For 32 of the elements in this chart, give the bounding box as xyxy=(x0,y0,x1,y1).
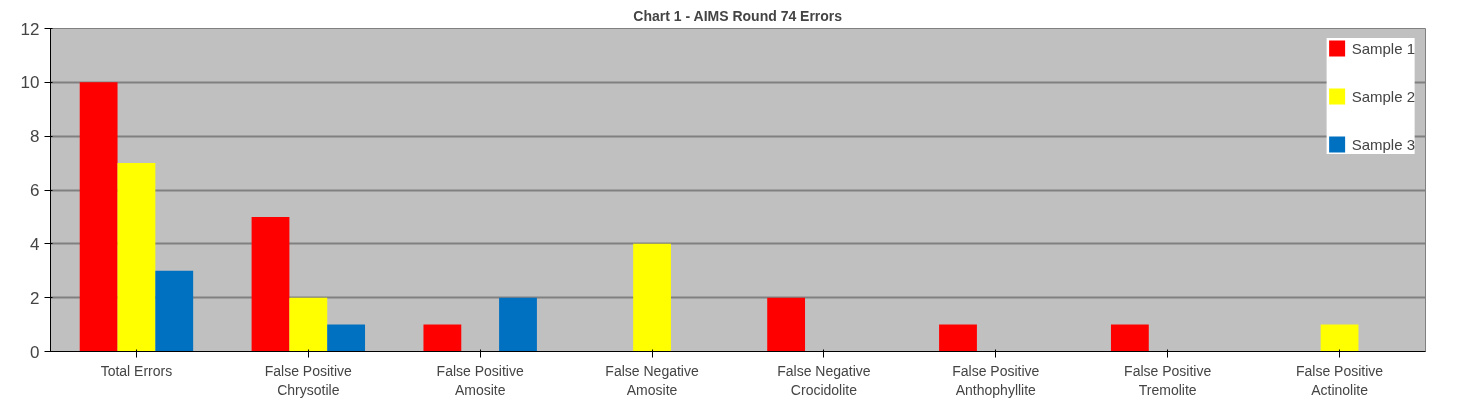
x-tick-label: False Positive Anthophyllite xyxy=(952,362,1040,398)
bar xyxy=(155,270,194,352)
bar xyxy=(633,243,671,352)
x-tick-label: False Positive Chrysotile xyxy=(264,362,353,398)
bar xyxy=(117,163,156,352)
y-tick-label: 6 xyxy=(30,181,40,200)
bar xyxy=(327,324,366,352)
y-tick-label: 10 xyxy=(20,73,40,93)
bar xyxy=(423,324,462,352)
bar xyxy=(79,82,118,352)
x-tick-label: False Negative Amosite xyxy=(605,362,699,398)
x-tick-label: False Positive Tremolite xyxy=(1124,362,1212,398)
y-tick-label: 2 xyxy=(30,288,40,308)
bar xyxy=(251,216,290,352)
bar xyxy=(289,297,328,352)
bar xyxy=(939,324,977,352)
legend-label: Sample 1 xyxy=(1351,39,1415,57)
y-tick-label: 4 xyxy=(30,234,40,254)
x-tick-label: Total Errors xyxy=(100,362,173,379)
chart-title: Chart 1 - AIMS Round 74 Errors xyxy=(633,7,843,24)
x-tick-label: False Positive Amosite xyxy=(436,362,524,398)
bar xyxy=(1110,324,1149,352)
legend-label: Sample 3 xyxy=(1351,135,1415,153)
y-tick-label: 12 xyxy=(20,19,40,39)
bar xyxy=(1320,324,1359,352)
x-tick-label: False Positive Actinolite xyxy=(1295,362,1384,398)
y-tick-label: 8 xyxy=(30,127,40,147)
bar xyxy=(767,297,806,352)
legend-label: Sample 2 xyxy=(1351,87,1415,105)
y-tick-label: 0 xyxy=(30,342,40,362)
x-tick-label: False Negative Crocidolite xyxy=(777,362,871,398)
bar xyxy=(499,297,537,352)
